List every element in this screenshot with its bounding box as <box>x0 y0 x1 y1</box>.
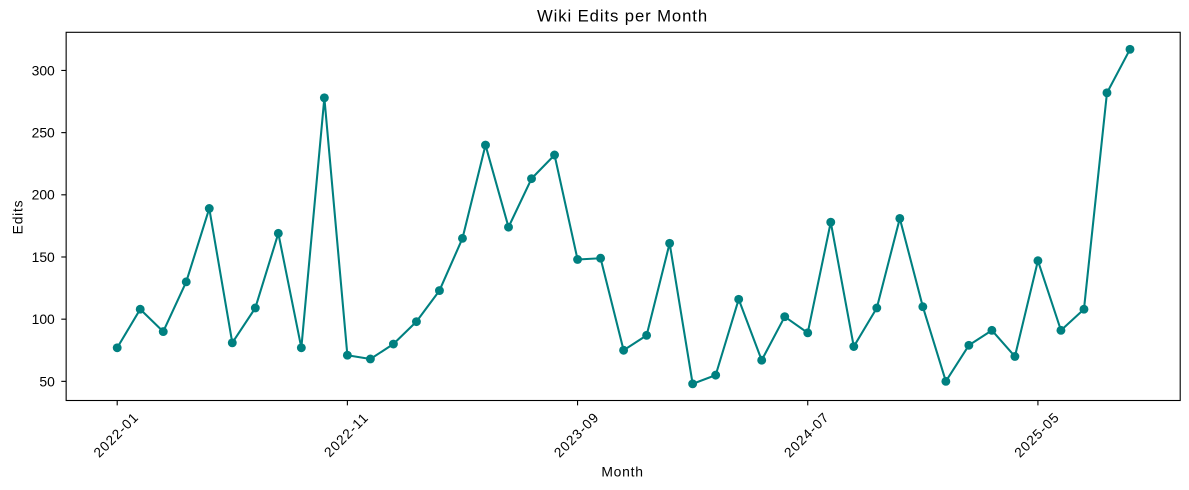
svg-text:250: 250 <box>32 125 55 141</box>
svg-text:50: 50 <box>39 373 55 389</box>
svg-text:Month: Month <box>601 464 643 480</box>
svg-text:100: 100 <box>32 311 55 327</box>
svg-text:300: 300 <box>32 62 55 78</box>
svg-text:Wiki Edits per Month: Wiki Edits per Month <box>537 6 708 25</box>
svg-text:Edits: Edits <box>10 200 26 235</box>
svg-text:200: 200 <box>32 187 55 203</box>
svg-text:150: 150 <box>32 249 55 265</box>
